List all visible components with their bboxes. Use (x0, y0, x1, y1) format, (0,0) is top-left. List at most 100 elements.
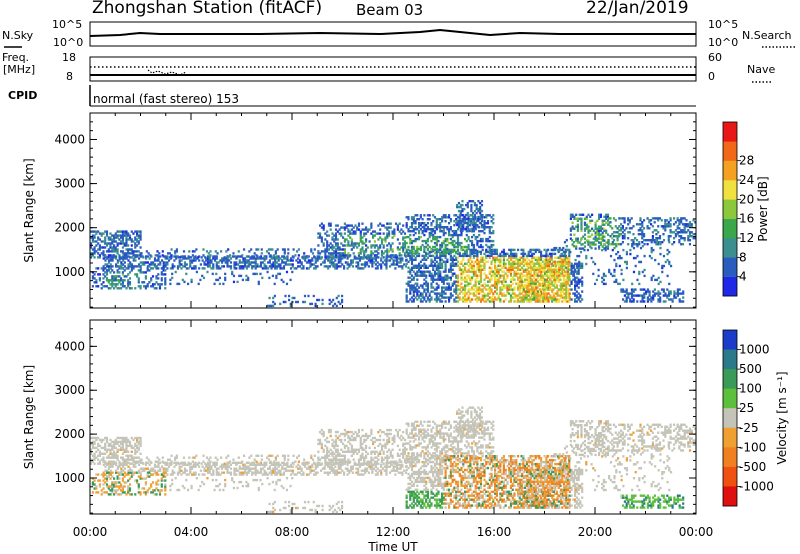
heatmap-cell (90, 256, 93, 259)
heatmap-cell (596, 219, 599, 222)
heatmap-cell (426, 286, 429, 289)
heatmap-cell (464, 286, 467, 289)
heatmap-cell (451, 260, 454, 263)
heatmap-cell (442, 260, 445, 263)
heatmap-cell (478, 274, 481, 277)
heatmap-cell (444, 220, 447, 223)
heatmap-cell (460, 241, 463, 245)
heatmap-cell (121, 246, 124, 249)
heatmap-cell (449, 296, 452, 299)
heatmap-cell (580, 229, 583, 232)
heatmap-cell (423, 282, 426, 285)
heatmap-cell (373, 234, 376, 237)
heatmap-cell (407, 254, 410, 258)
heatmap-cell (143, 281, 146, 284)
heatmap-cell (276, 248, 279, 251)
heatmap-cell (476, 280, 479, 283)
heatmap-cell (538, 296, 541, 299)
heatmap-cell (425, 241, 428, 245)
heatmap-cell (497, 258, 500, 261)
heatmap-cell (412, 247, 415, 251)
heatmap-cell (504, 286, 507, 289)
heatmap-cell (646, 243, 649, 246)
heatmap-cell (105, 279, 109, 282)
heatmap-cell (210, 259, 213, 262)
heatmap-cell (341, 263, 344, 266)
heatmap-cell (145, 261, 148, 264)
heatmap-cell (245, 255, 248, 258)
heatmap-cell (566, 280, 569, 283)
heatmap-cell (579, 264, 582, 267)
heatmap-cell (641, 223, 644, 226)
heatmap-cell (680, 229, 683, 232)
heatmap-cell (242, 265, 245, 268)
heatmap-cell (421, 296, 424, 299)
heatmap-cell (371, 263, 374, 266)
heatmap-cell (494, 286, 497, 289)
heatmap-cell (259, 263, 263, 266)
heatmap-cell (596, 229, 599, 232)
heatmap-cell (113, 250, 116, 253)
heatmap-cell (605, 213, 608, 216)
heatmap-cell (100, 267, 103, 270)
heatmap-cell (435, 226, 438, 229)
heatmap-cell (554, 256, 557, 259)
heatmap-cell (175, 250, 178, 253)
heatmap-cell (668, 241, 671, 244)
heatmap-cell (581, 243, 584, 246)
heatmap-cell (178, 282, 181, 286)
heatmap-cell (678, 221, 681, 224)
heatmap-cell (542, 268, 545, 271)
heatmap-cell (95, 279, 98, 282)
heatmap-cell (318, 257, 321, 260)
heatmap-cell (432, 248, 435, 252)
heatmap-cell (583, 229, 587, 232)
heatmap-cell (139, 265, 142, 268)
heatmap-cell (504, 262, 507, 265)
heatmap-cell (283, 248, 286, 251)
heatmap-cell (481, 268, 484, 271)
heatmap-cell (480, 209, 484, 213)
heatmap-cell (669, 235, 672, 238)
heatmap-cell (481, 296, 484, 299)
heatmap-cell (386, 244, 389, 247)
heatmap-cell (340, 226, 343, 229)
heatmap-cell (653, 294, 656, 297)
heatmap-cell (456, 248, 460, 252)
heatmap-cell (282, 280, 285, 284)
heatmap-cell (502, 274, 505, 277)
heatmap-cell (100, 446, 103, 450)
heatmap-cell (501, 292, 504, 295)
heatmap-cell (575, 266, 578, 269)
heatmap-cell (130, 250, 133, 253)
heatmap-cell (357, 265, 360, 268)
heatmap-cell (334, 267, 337, 270)
y-tick-label: 2000 (54, 221, 85, 235)
heatmap-cell (102, 257, 105, 260)
heatmap-cell (581, 298, 584, 301)
heatmap-cell (386, 226, 389, 229)
heatmap-cell (522, 300, 525, 303)
heatmap-cell (650, 223, 653, 226)
heatmap-cell (125, 436, 128, 440)
heatmap-cell (477, 225, 480, 229)
heatmap-cell (261, 257, 264, 260)
heatmap-cell (526, 272, 529, 275)
heatmap-cell (591, 227, 594, 230)
heatmap-cell (458, 214, 461, 217)
heatmap-cell (344, 261, 347, 264)
heatmap-cell (602, 272, 605, 276)
heatmap-cell (127, 438, 130, 442)
heatmap-cell (220, 250, 223, 253)
heatmap-cell (472, 272, 475, 275)
heatmap-cell (544, 254, 547, 258)
heatmap-cell (111, 248, 114, 251)
heatmap-cell (412, 294, 415, 297)
heatmap-cell (127, 454, 130, 457)
heatmap-cell (224, 278, 227, 282)
heatmap-cell (567, 262, 570, 265)
heatmap-cell (657, 294, 660, 297)
heatmap-cell (599, 213, 602, 216)
heatmap-cell (448, 276, 451, 279)
heatmap-cell (327, 256, 331, 259)
